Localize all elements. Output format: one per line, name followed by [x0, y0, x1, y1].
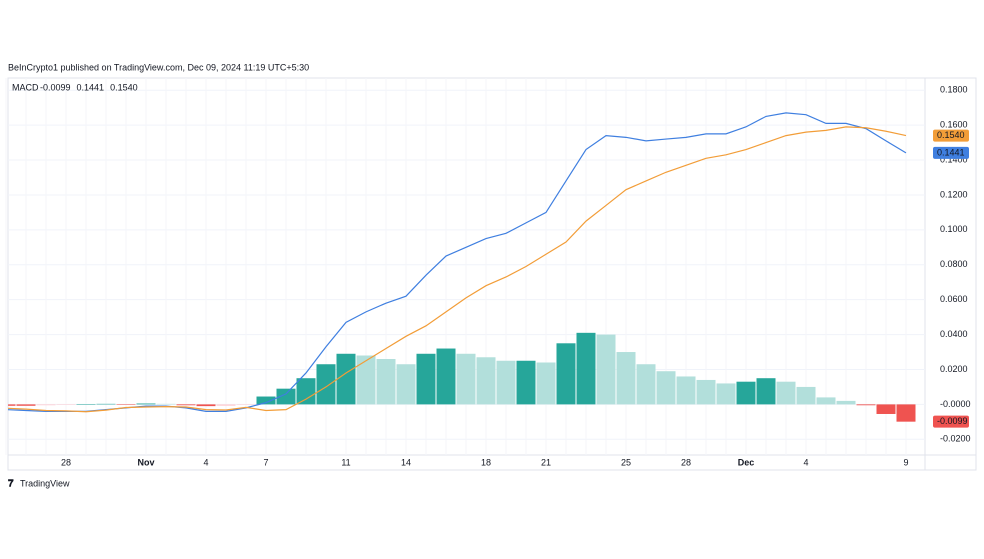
y-tick-label: -0.0000 [940, 399, 971, 409]
price-badge [933, 146, 969, 159]
histogram-bar [456, 353, 476, 405]
histogram-bar [376, 359, 396, 405]
histogram-bar [636, 364, 656, 405]
histogram-bar [296, 378, 316, 405]
histogram-bar [176, 404, 196, 406]
x-tick-label: 28 [681, 457, 691, 467]
histogram-bar [36, 404, 56, 406]
histogram-bar [436, 348, 456, 405]
legend-value: -0.0099 [40, 82, 71, 92]
line [8, 126, 907, 413]
histogram-bar [496, 360, 516, 405]
y-tick-label: 0.1600 [940, 120, 968, 130]
x-tick-label: 28 [61, 457, 71, 467]
legend-value: 0.1540 [110, 82, 138, 92]
histogram-bar [396, 364, 416, 405]
histogram-bar [596, 334, 616, 405]
price-badge-label: 0.1441 [937, 147, 965, 157]
plot [8, 112, 916, 422]
x-tick-label: 14 [401, 457, 411, 467]
x-tick-label: 7 [263, 457, 268, 467]
x-tick-label: 9 [903, 457, 908, 467]
histogram-bar [216, 404, 236, 406]
y-tick-label: 0.1000 [940, 224, 968, 234]
x-tick-label: 21 [541, 457, 551, 467]
histogram-bar [616, 352, 636, 405]
y-tick-label: 0.1800 [940, 85, 968, 95]
price-badge-label: 0.1540 [937, 130, 965, 140]
histogram-bar [476, 357, 496, 405]
histogram-bar [776, 381, 796, 405]
histogram-bar [96, 403, 116, 405]
x-tick-label: 11 [341, 457, 350, 467]
histogram-bar [736, 381, 756, 405]
histogram-bar [836, 400, 856, 405]
y-tick-label: -0.0200 [940, 434, 971, 444]
histogram-bar [316, 364, 336, 405]
y-tick-label: 0.1200 [940, 189, 968, 199]
price-badge [933, 415, 969, 428]
x-tick-label: 25 [621, 457, 631, 467]
histogram-bar [816, 397, 836, 405]
price-badge-label: -0.0099 [937, 416, 968, 426]
histogram-bar [8, 404, 16, 406]
histogram-bar [796, 386, 816, 405]
price-badge [933, 129, 969, 142]
histogram-bar [516, 360, 536, 405]
histogram-bar [356, 355, 376, 405]
histogram-bar [256, 396, 276, 405]
y-tick-label: 0.1400 [940, 154, 968, 164]
x-tick-label: 4 [803, 457, 808, 467]
histogram-bar [716, 383, 736, 405]
histogram-bar [676, 376, 696, 405]
y-tick-label: 0.0600 [940, 294, 968, 304]
histogram-bar [196, 404, 216, 407]
histogram-bar [116, 404, 136, 405]
histogram-bar [236, 404, 256, 405]
histogram-bar [696, 379, 716, 405]
y-tick-label: 0.0800 [940, 259, 968, 269]
x-tick-label: 4 [203, 457, 208, 467]
histogram-bar [576, 332, 596, 405]
logo-text: TradingView [20, 478, 70, 488]
histogram-bar [56, 404, 76, 405]
y-tick-label: 0.0400 [940, 329, 968, 339]
x-tick-label: 18 [481, 457, 491, 467]
legend: MACD -0.0099 0.1441 0.1540 [12, 82, 138, 92]
y-tick-label: 0.0200 [940, 364, 968, 374]
histogram-bar [656, 371, 676, 405]
histogram-bar [756, 378, 776, 405]
histogram-bar [536, 362, 556, 405]
histogram-bar [876, 404, 896, 414]
logo-mark: 𝟕 [8, 479, 14, 490]
histogram-bar [416, 353, 436, 405]
histogram-bar [16, 404, 36, 406]
legend-value: 0.1441 [77, 82, 105, 92]
publish-info: BeInCrypto1 published on TradingView.com… [8, 62, 309, 72]
frame [7, 77, 977, 471]
x-tick-label: Nov [137, 457, 154, 467]
histogram-bar [856, 404, 876, 406]
logo: 𝟕 TradingView [8, 478, 70, 489]
legend-title: MACD [12, 82, 39, 92]
histogram-bar [556, 343, 576, 405]
histogram-bar [156, 403, 176, 405]
histogram-bar [136, 403, 156, 405]
line [8, 112, 907, 412]
x-tick-label: Dec [738, 457, 755, 467]
histogram-bar [276, 388, 296, 405]
histogram-bar [896, 404, 916, 422]
histogram-bar [76, 404, 96, 405]
histogram-bar [336, 353, 356, 405]
